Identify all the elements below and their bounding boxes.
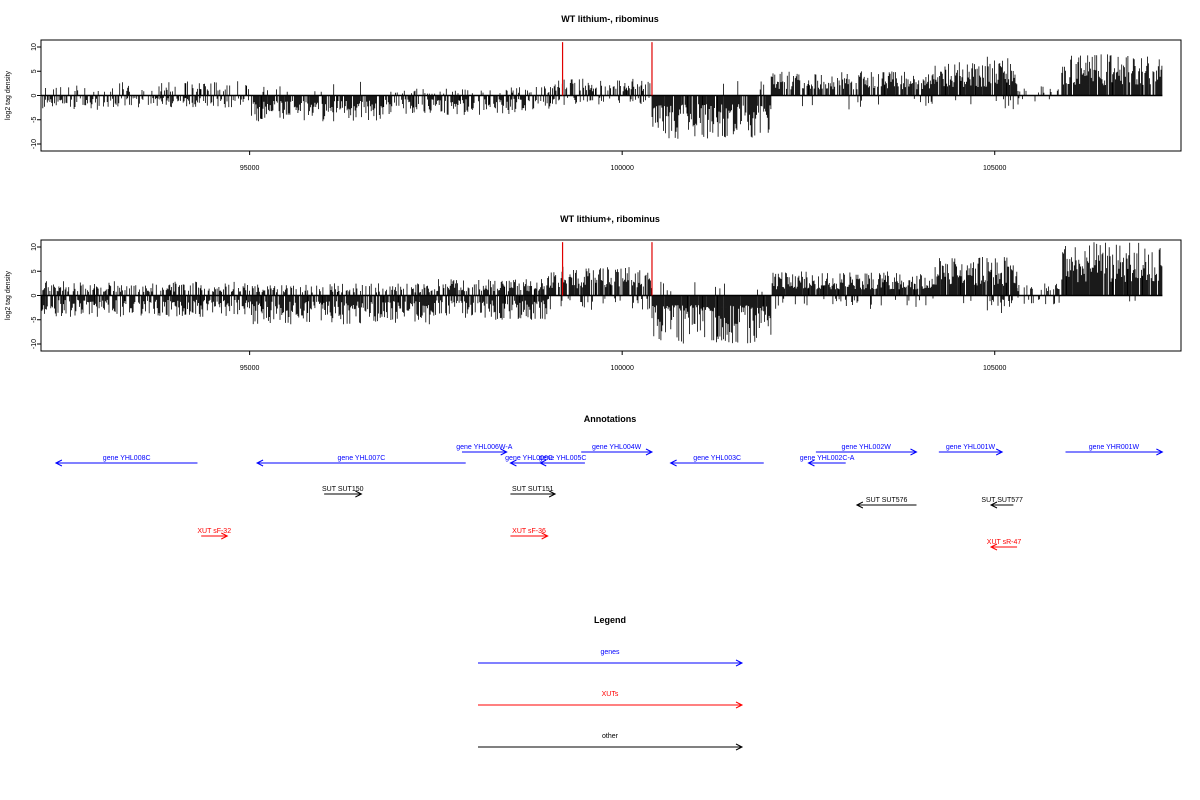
panel-title: WT lithium-, ribominus [561, 14, 659, 24]
feature-label: SUT SUT151 [512, 486, 554, 493]
y-tick-label: -5 [31, 317, 38, 323]
y-tick-label: 10 [31, 243, 38, 251]
feature-label: SUT SUT576 [866, 497, 908, 504]
feature-label: SUT SUT577 [981, 497, 1023, 504]
feature-label: gene YHR001W [1089, 444, 1140, 451]
feature-label: XUT sF-36 [512, 528, 546, 535]
feature-arrow [539, 459, 585, 467]
feature-label: SUT SUT150 [322, 486, 364, 493]
legend-arrow [478, 659, 744, 667]
y-tick-label: 5 [31, 69, 38, 73]
y-axis-label: log2 tag density [5, 270, 12, 320]
feature-arrow [1065, 448, 1164, 456]
feature-arrow [510, 532, 549, 540]
y-tick-label: 0 [31, 293, 38, 297]
feature-arrow [989, 501, 1014, 509]
legend-label: other [602, 733, 619, 740]
density-spikes [40, 54, 1163, 139]
y-tick-label: 10 [31, 43, 38, 51]
feature-arrow [324, 490, 363, 498]
feature-arrow [581, 448, 654, 456]
legend-arrow [478, 701, 744, 709]
feature-arrow [201, 532, 229, 540]
y-tick-label: -10 [31, 339, 38, 349]
feature-arrow [510, 490, 557, 498]
x-tick-label: 95000 [240, 165, 260, 172]
y-tick-label: 5 [31, 269, 38, 273]
feature-arrow [255, 459, 466, 467]
feature-label: gene YHL001W [946, 444, 996, 451]
x-tick-label: 100000 [610, 165, 633, 172]
feature-arrow [855, 501, 917, 509]
x-tick-label: 105000 [983, 365, 1006, 372]
feature-label: gene YHL002C-A [800, 455, 855, 462]
feature-arrow [807, 459, 846, 467]
feature-arrow [54, 459, 198, 467]
feature-label: XUT sR-47 [987, 539, 1022, 546]
feature-arrow [815, 448, 918, 456]
x-tick-label: 105000 [983, 165, 1006, 172]
legend-label: XUTs [602, 691, 619, 698]
y-axis-label: log2 tag density [5, 70, 12, 120]
x-tick-label: 100000 [610, 365, 633, 372]
annotations-title: Annotations [584, 414, 637, 424]
y-tick-label: -10 [31, 139, 38, 149]
feature-arrow [669, 459, 764, 467]
y-tick-label: 0 [31, 93, 38, 97]
panel-title: WT lithium+, ribominus [560, 214, 660, 224]
feature-label: gene YHL007C [338, 455, 386, 462]
y-tick-label: -5 [31, 117, 38, 123]
density-spikes [40, 242, 1163, 344]
legend-title: Legend [594, 615, 626, 625]
feature-label: XUT sF-32 [197, 528, 231, 535]
feature-label: gene YHL005C [539, 455, 587, 462]
feature-label: gene YHL003C [693, 455, 741, 462]
feature-label: gene YHL006C [505, 455, 553, 462]
feature-label: gene YHL004W [592, 444, 642, 451]
feature-label: gene YHL008C [103, 455, 151, 462]
feature-arrow [461, 448, 508, 456]
x-tick-label: 95000 [240, 365, 260, 372]
feature-arrow [989, 543, 1018, 551]
legend-label: genes [600, 649, 620, 656]
legend-arrow [478, 743, 744, 751]
feature-arrow [938, 448, 1004, 456]
feature-label: gene YHL006W-A [456, 444, 512, 451]
feature-label: gene YHL002W [842, 444, 892, 451]
